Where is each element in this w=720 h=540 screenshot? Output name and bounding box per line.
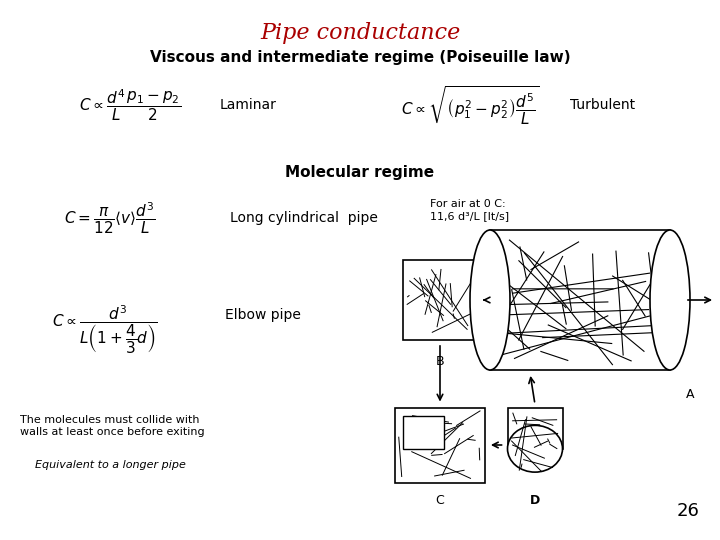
- Bar: [403, 415, 444, 449]
- Text: Laminar: Laminar: [220, 98, 277, 112]
- Text: $C = \dfrac{\pi}{12}\langle v \rangle \dfrac{d^{3}}{L}$: $C = \dfrac{\pi}{12}\langle v \rangle \d…: [64, 200, 156, 236]
- Ellipse shape: [470, 230, 510, 370]
- Text: Long cylindrical  pipe: Long cylindrical pipe: [230, 211, 378, 225]
- Text: Turbulent: Turbulent: [570, 98, 635, 112]
- Text: D: D: [530, 495, 540, 508]
- Text: Elbow pipe: Elbow pipe: [225, 308, 301, 322]
- Text: $C \propto \sqrt{\left(p_1^{2} - p_2^{2}\right)\dfrac{d^{5}}{L}}$: $C \propto \sqrt{\left(p_1^{2} - p_2^{2}…: [401, 84, 539, 126]
- Text: $C \propto \dfrac{d^{3}}{L\left(1 + \dfrac{4}{3}d\right)}$: $C \propto \dfrac{d^{3}}{L\left(1 + \dfr…: [52, 304, 158, 356]
- Text: Pipe conductance: Pipe conductance: [260, 22, 460, 44]
- Text: B: B: [436, 355, 444, 368]
- Ellipse shape: [650, 230, 690, 370]
- Text: 26: 26: [677, 502, 700, 520]
- Text: Viscous and intermediate regime (Poiseuille law): Viscous and intermediate regime (Poiseui…: [150, 50, 570, 65]
- Bar: [490, 230, 670, 370]
- Text: The molecules must collide with
walls at least once before exiting: The molecules must collide with walls at…: [20, 415, 204, 437]
- Bar: [402, 260, 477, 340]
- Ellipse shape: [508, 426, 562, 472]
- Text: Molecular regime: Molecular regime: [285, 165, 435, 180]
- Bar: [508, 408, 562, 449]
- Bar: [395, 408, 485, 483]
- Text: C: C: [436, 495, 444, 508]
- Text: $C \propto \dfrac{d^{4}}{L} \dfrac{p_1 - p_2}{2}$: $C \propto \dfrac{d^{4}}{L} \dfrac{p_1 -…: [79, 87, 181, 123]
- Text: Equivalent to a longer pipe: Equivalent to a longer pipe: [35, 460, 186, 470]
- Text: A: A: [685, 388, 694, 401]
- Text: For air at 0 C:
11,6 d³/L [lt/s]: For air at 0 C: 11,6 d³/L [lt/s]: [430, 199, 509, 221]
